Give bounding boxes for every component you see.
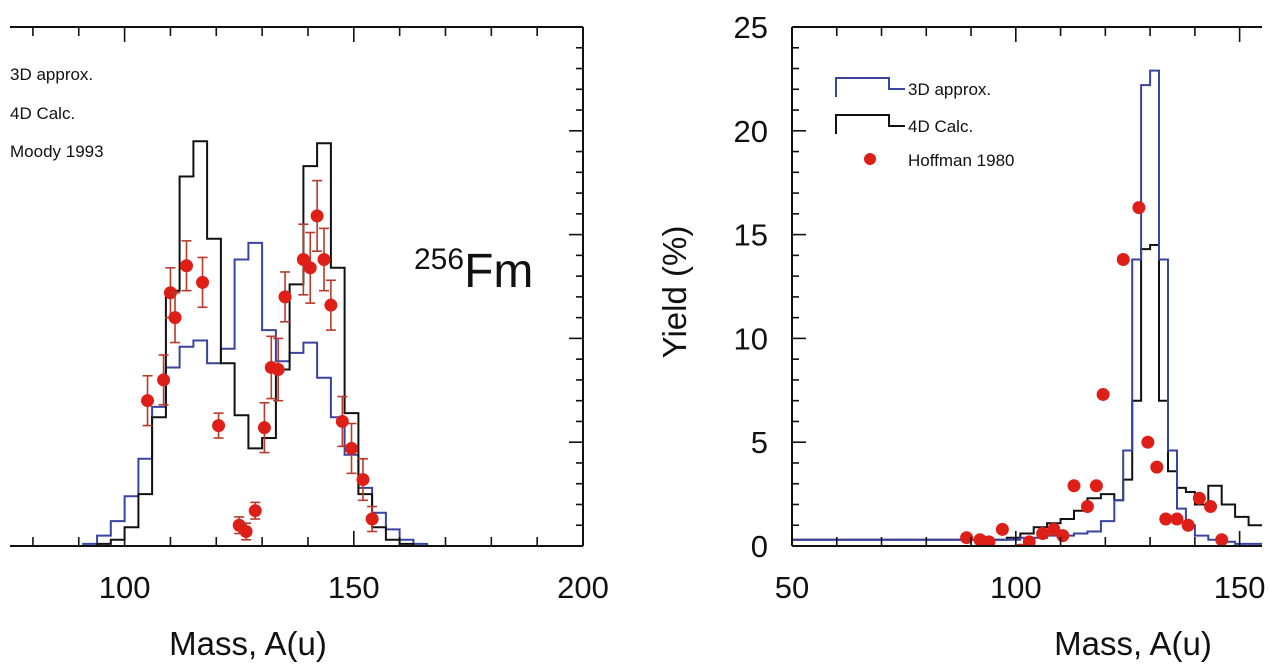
- right-legend-4d-calc: 4D Calc.: [908, 117, 973, 136]
- left-moody-point: [257, 421, 271, 435]
- left-x-tick-label: 100: [99, 570, 151, 605]
- right-hoffman-point: [1067, 479, 1081, 493]
- left-moody-point: [335, 414, 349, 428]
- right-hoffman-point: [1116, 253, 1130, 267]
- left-moody-point: [141, 394, 155, 408]
- left-moody-point: [310, 209, 324, 223]
- nuclide-label: 256Fm: [414, 243, 533, 298]
- right-plot-area: [792, 69, 1262, 546]
- right-legend-4d-calc-symbol: [835, 114, 905, 134]
- left-x-tick-label: 150: [328, 570, 380, 605]
- right-hoffman-point: [1204, 500, 1218, 514]
- right-hoffman-point: [1141, 435, 1155, 449]
- nuclide-symbol: Fm: [464, 245, 533, 298]
- left-legend-moody-1993: Moody 1993: [10, 142, 104, 161]
- right-hoffman-point: [1132, 201, 1146, 215]
- right-y-tick-label: 0: [751, 529, 768, 564]
- left-moody-point: [157, 373, 171, 387]
- left-moody-point: [271, 363, 285, 377]
- right-hoffman-point: [1192, 491, 1206, 505]
- right-hoffman-point: [1080, 500, 1094, 514]
- left-x-tick-label: 200: [557, 570, 609, 605]
- left-ticks: [32, 27, 584, 546]
- right-y-tick-label: 25: [734, 10, 768, 45]
- right-hoffman-point: [1089, 479, 1103, 493]
- left-legend-4d-calc: 4D Calc.: [10, 104, 75, 123]
- left-moody-point: [196, 275, 210, 289]
- right-y-tick-label: 20: [734, 114, 768, 149]
- left-legend: 3D approx. 4D Calc. Moody 1993: [10, 65, 104, 161]
- left-moody-point: [278, 290, 292, 304]
- left-moody-point: [365, 512, 379, 526]
- right-x-tick-label: 50: [775, 570, 809, 605]
- left-series-3d-approx: [69, 241, 441, 546]
- right-tick-labels: 0 5 10 15 20 25 50 100 150: [734, 10, 1266, 605]
- right-hoffman-point: [1022, 535, 1036, 546]
- left-legend-3d-approx: 3D approx.: [10, 65, 93, 84]
- right-hoffman-point: [995, 522, 1009, 536]
- left-tick-labels: 100 150 200: [99, 570, 609, 605]
- right-legend: 3D approx. 4D Calc. Hoffman 1980: [835, 77, 1014, 170]
- left-moody-point: [356, 473, 370, 487]
- right-ticks: [791, 27, 1241, 546]
- left-moody-point: [324, 298, 338, 312]
- left-series-4d-calc: [69, 140, 441, 546]
- right-legend-3d-approx-symbol: [835, 77, 905, 97]
- right-y-tick-label: 5: [751, 425, 768, 460]
- right-hoffman-point: [1215, 533, 1229, 546]
- left-plot-area: [69, 140, 441, 546]
- right-hoffman-point: [1159, 512, 1173, 526]
- right-hoffman-point: [1181, 518, 1195, 532]
- right-legend-hoffman-symbol: [864, 153, 876, 165]
- left-moody-point: [212, 419, 226, 433]
- left-moody-point: [345, 441, 359, 455]
- right-hoffman-point: [960, 531, 974, 545]
- left-moody-point: [168, 311, 182, 325]
- right-x-tick-label: 150: [1214, 570, 1266, 605]
- left-moody-point: [303, 261, 317, 275]
- right-series-3d-approx: [792, 69, 1262, 545]
- right-legend-hoffman-1980: Hoffman 1980: [908, 151, 1014, 170]
- right-legend-3d-approx: 3D approx.: [908, 80, 991, 99]
- left-moody-point: [248, 504, 262, 518]
- right-x-tick-label: 100: [990, 570, 1042, 605]
- left-x-axis-label: Mass, A(u): [169, 625, 327, 662]
- right-hoffman-point: [1056, 529, 1070, 543]
- right-hoffman-point: [1150, 460, 1164, 474]
- nuclide-mass-number: 256: [414, 243, 464, 276]
- right-y-tick-label: 10: [734, 321, 768, 356]
- right-y-axis-label: Yield (%): [656, 226, 693, 359]
- right-hoffman-point: [982, 535, 996, 546]
- right-y-tick-label: 15: [734, 218, 768, 253]
- left-moody-point: [239, 524, 253, 538]
- right-hoffman-point: [1096, 387, 1110, 401]
- right-x-axis-label: Mass, A(u): [1054, 625, 1212, 662]
- left-panel: 100 150 200 Mass, A(u) 3D approx. 4D Calc.…: [10, 26, 609, 662]
- left-moody-point: [179, 259, 193, 273]
- right-series-4d-calc: [792, 244, 1262, 541]
- left-moody-point: [317, 253, 331, 267]
- right-hoffman-point: [1170, 512, 1184, 526]
- right-hoffman-point: [1036, 527, 1050, 541]
